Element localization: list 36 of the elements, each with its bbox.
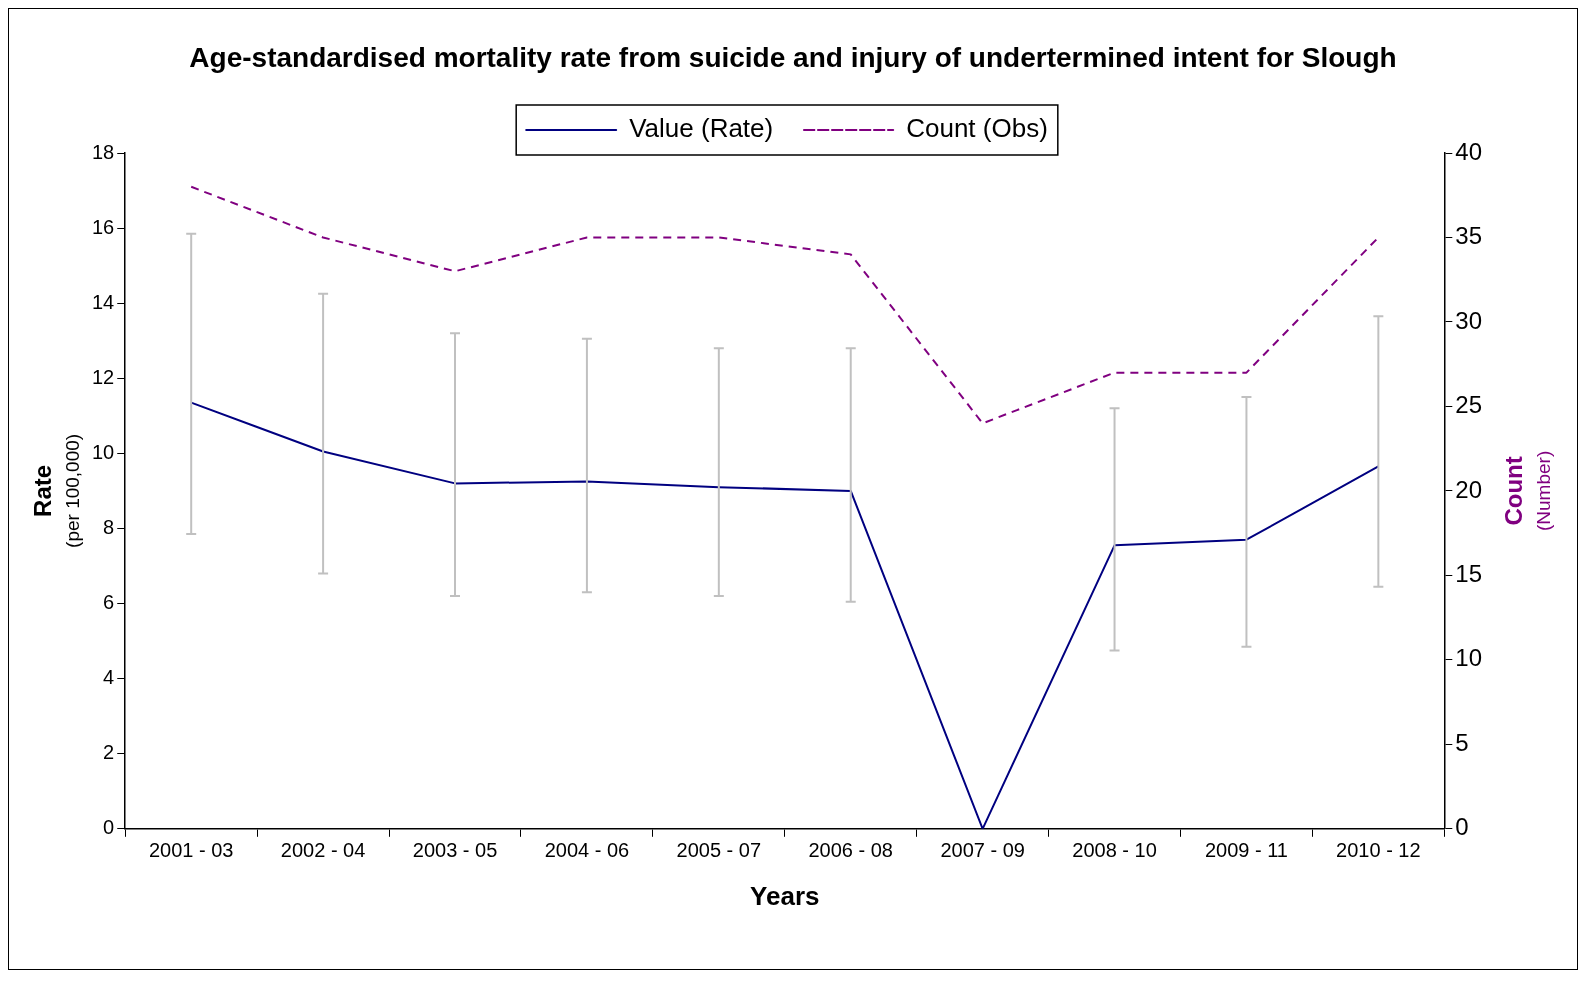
y-tick-label: 6 [103, 591, 115, 614]
x-tick-label: 2001 - 03 [148, 839, 234, 862]
x-tick-label: 2002 - 04 [280, 839, 366, 862]
y-tick-label: 14 [92, 290, 115, 313]
chart-title: Age-standardised mortality rate from suicide and injury of undertermined intent for Slough [188, 41, 1398, 75]
y2-tick-label: 10 [1455, 644, 1483, 672]
legend-label: Count (Obs) [906, 113, 1048, 144]
x-tick-label: 2005 - 07 [676, 839, 762, 862]
y2-tick-label: 5 [1455, 728, 1469, 756]
y2-tick-label: 35 [1455, 222, 1483, 250]
x-tick-label: 2006 - 08 [808, 839, 893, 862]
y2-tick-label: 30 [1455, 306, 1483, 334]
y2-tick-label: 20 [1455, 475, 1483, 503]
y-tick-label: 4 [103, 666, 115, 689]
y-tick-label: 2 [103, 741, 115, 764]
y2-tick-label: 40 [1455, 137, 1483, 165]
y-tick-label: 12 [92, 365, 115, 388]
x-tick-label: 2009 - 11 [1204, 839, 1288, 862]
x-tick-label: 2004 - 06 [544, 839, 630, 862]
y2-tick-label: 25 [1455, 391, 1483, 419]
y2-axis-title: Count (Number) [1499, 450, 1555, 532]
x-tick-label: 2003 - 05 [412, 839, 498, 862]
y-tick-label: 18 [92, 140, 115, 163]
x-axis-title: Years [750, 880, 820, 911]
line-series [190, 185, 1380, 425]
y-tick-label: 10 [92, 440, 115, 463]
y-tick-label: 16 [92, 215, 115, 238]
y-tick-label: 8 [103, 515, 115, 538]
legend-label: Value (Rate) [629, 113, 774, 144]
x-tick-label: 2008 - 10 [1072, 839, 1157, 862]
y2-tick-label: 0 [1455, 813, 1469, 841]
y2-tick-label: 15 [1455, 560, 1483, 587]
y-tick-label: 0 [103, 816, 115, 839]
x-tick-label: 2007 - 09 [940, 839, 1025, 862]
x-tick-label: 2010 - 12 [1336, 839, 1421, 862]
y-axis-title: Rate (per 100,000) [28, 433, 84, 548]
